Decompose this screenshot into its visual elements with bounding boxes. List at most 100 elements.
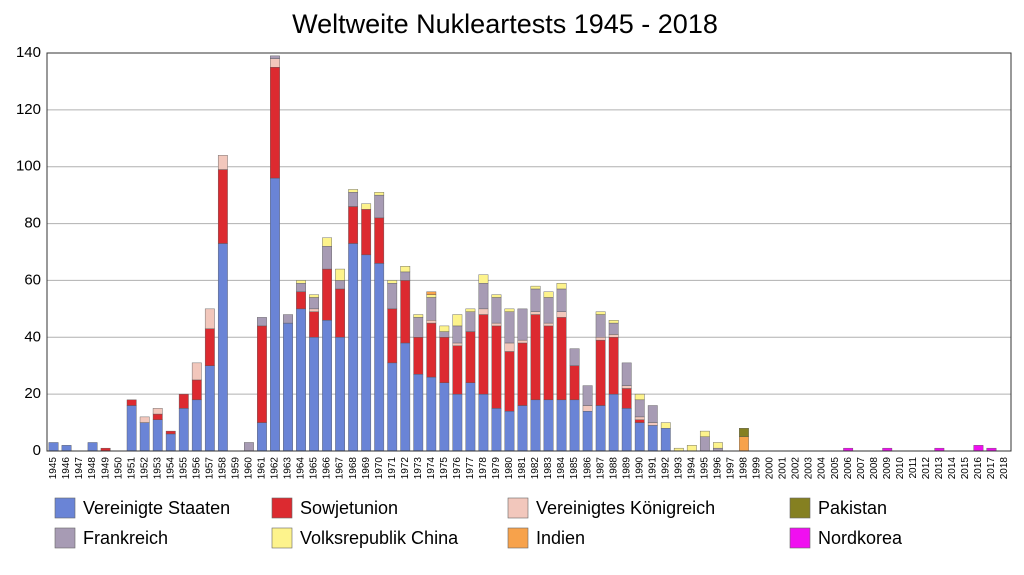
x-tick-label: 2015 xyxy=(960,457,971,480)
x-tick-label: 2014 xyxy=(947,457,958,480)
bar-segment xyxy=(426,322,437,378)
x-tick-label: 1987 xyxy=(595,457,606,480)
bar-segment xyxy=(478,274,489,284)
bar-segment xyxy=(530,288,541,312)
x-tick-label: 1976 xyxy=(452,457,463,480)
bar-segment xyxy=(452,325,463,344)
legend-swatch xyxy=(507,497,529,519)
x-tick-label: 1959 xyxy=(231,457,242,480)
x-tick-label: 1965 xyxy=(309,457,320,480)
bar-segment xyxy=(465,382,476,452)
bar-segment xyxy=(465,331,476,383)
x-tick-label: 1972 xyxy=(400,457,411,480)
legend-label: Indien xyxy=(536,528,585,548)
x-tick-label: 1968 xyxy=(348,457,359,480)
x-tick-label: 2005 xyxy=(830,457,841,480)
bar-segment xyxy=(413,374,424,452)
x-tick-label: 1983 xyxy=(543,457,554,480)
bar-segment xyxy=(439,382,450,452)
bar-segment xyxy=(387,283,398,310)
x-tick-label: 1970 xyxy=(374,457,385,480)
bar-segment xyxy=(309,308,319,312)
bar-segment xyxy=(582,411,593,452)
bar-segment xyxy=(335,268,345,281)
x-tick-label: 1962 xyxy=(270,457,281,480)
bar-segment xyxy=(739,428,749,437)
bar-segment xyxy=(387,362,398,452)
x-tick-label: 2017 xyxy=(986,457,997,480)
bar-segment xyxy=(387,308,398,364)
x-tick-label: 1950 xyxy=(113,457,124,480)
x-tick-label: 1996 xyxy=(713,457,724,480)
bar-segment xyxy=(478,314,489,395)
legend-label: Nordkorea xyxy=(818,528,903,548)
bar-segment xyxy=(504,342,515,352)
x-tick-label: 1961 xyxy=(257,457,268,480)
x-tick-label: 1960 xyxy=(244,457,255,480)
x-tick-label: 1994 xyxy=(686,457,697,480)
x-tick-label: 1973 xyxy=(413,457,424,480)
bar-segment xyxy=(165,433,176,452)
bar-segment xyxy=(452,393,463,452)
bar-segment xyxy=(178,408,189,452)
x-tick-label: 2001 xyxy=(778,457,789,480)
legend-swatch xyxy=(507,527,529,549)
bar-segment xyxy=(296,291,306,310)
x-tick-label: 2002 xyxy=(791,457,802,480)
x-tick-label: 2007 xyxy=(856,457,867,480)
x-tick-label: 1949 xyxy=(100,457,111,480)
x-tick-label: 1966 xyxy=(322,457,333,480)
y-tick-label: 120 xyxy=(16,101,41,118)
bar-segment xyxy=(152,408,163,415)
bar-segment xyxy=(296,283,306,292)
bar-segment xyxy=(361,203,372,210)
bar-segment xyxy=(270,55,280,59)
bar-segment xyxy=(686,445,697,452)
x-tick-label: 1979 xyxy=(491,457,502,480)
bar-segment xyxy=(621,362,632,386)
bar-segment xyxy=(413,314,424,318)
x-tick-label: 2013 xyxy=(934,457,945,480)
bar-segment xyxy=(335,337,345,452)
bar-segment xyxy=(530,314,541,401)
bar-segment xyxy=(374,217,385,264)
bar-segment xyxy=(257,325,267,423)
bar-segment xyxy=(608,334,619,338)
bar-segment xyxy=(556,317,567,401)
bar-segment xyxy=(296,280,306,284)
bar-segment xyxy=(361,254,372,452)
bar-segment xyxy=(543,322,554,327)
bar-segment xyxy=(608,393,619,452)
bar-segment xyxy=(478,393,489,452)
bar-segment xyxy=(739,436,749,452)
bar-segment xyxy=(530,311,541,315)
bar-segment xyxy=(283,314,293,324)
bar-segment xyxy=(452,314,463,327)
x-tick-label: 1957 xyxy=(204,457,215,480)
bar-segment xyxy=(608,322,619,335)
bar-segment xyxy=(400,266,411,273)
bar-segment xyxy=(374,194,385,219)
legend-label: Sowjetunion xyxy=(300,498,398,518)
bar-segment xyxy=(348,243,359,452)
bar-segment xyxy=(452,345,463,395)
x-tick-label: 1997 xyxy=(726,457,737,480)
x-tick-label: 1952 xyxy=(139,457,150,480)
bar-segment xyxy=(139,422,150,452)
bar-segment xyxy=(699,430,710,437)
bar-segment xyxy=(699,436,710,452)
x-tick-label: 2006 xyxy=(843,457,854,480)
bar-segment xyxy=(387,280,398,284)
bar-segment xyxy=(556,399,567,452)
bar-segment xyxy=(217,243,228,452)
bar-segment xyxy=(439,337,450,383)
bar-segment xyxy=(426,297,437,321)
bar-segment xyxy=(400,271,411,281)
bar-segment xyxy=(439,325,450,332)
bar-segment xyxy=(504,311,515,344)
legend-swatch xyxy=(271,497,293,519)
bar-segment xyxy=(634,393,645,401)
bar-segment xyxy=(426,294,437,298)
x-tick-label: 1982 xyxy=(530,457,541,480)
